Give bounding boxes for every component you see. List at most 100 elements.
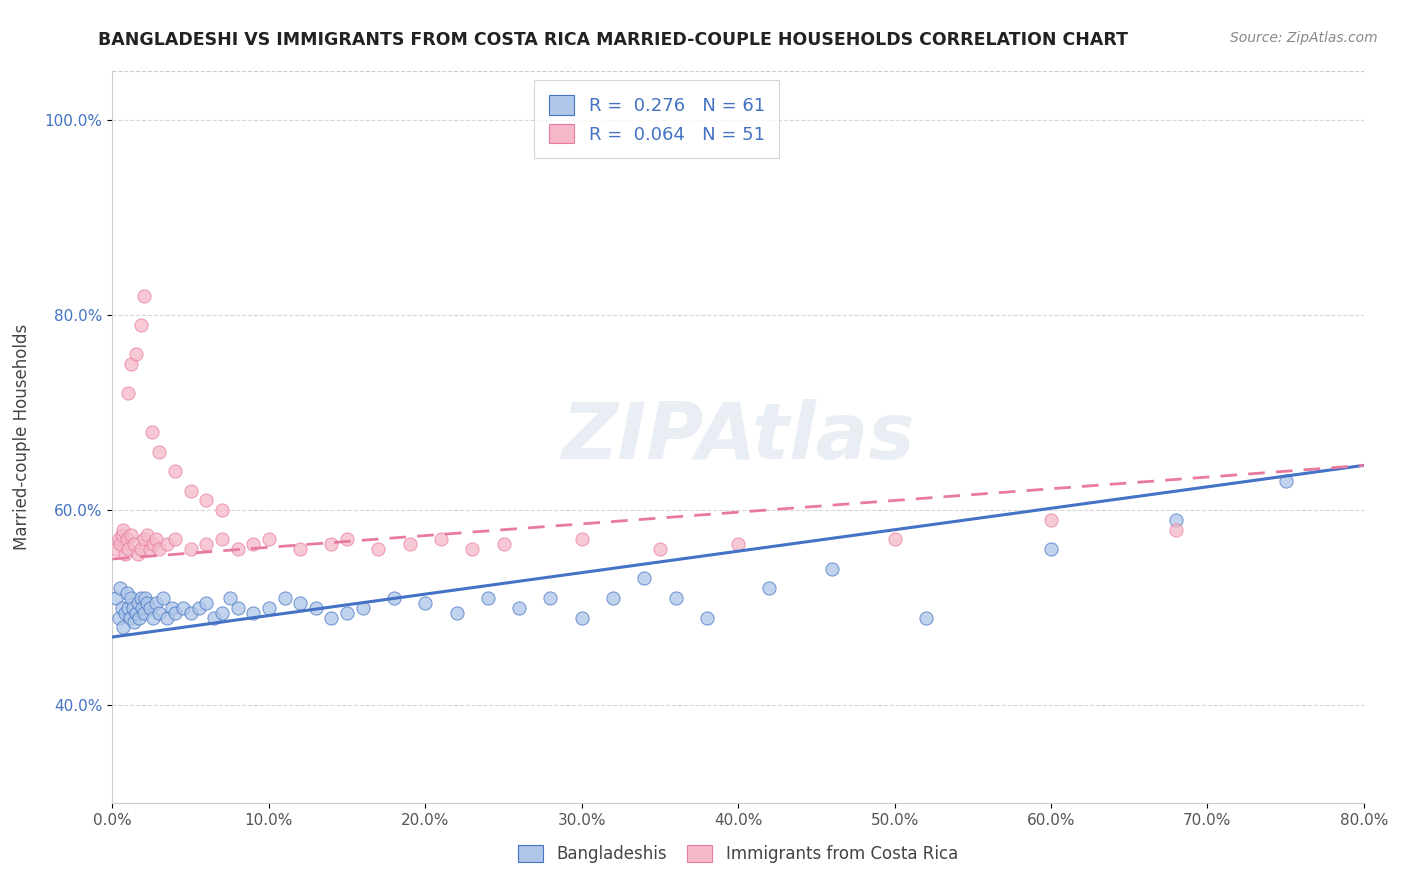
Point: [142, 537, 165, 551]
Point: [114, 547, 136, 561]
Point: [1274, 474, 1296, 488]
Point: [132, 288, 155, 302]
Y-axis label: Married-couple Households: Married-couple Households: [13, 324, 31, 550]
Point: [107, 610, 129, 624]
Point: [148, 542, 170, 557]
Point: [336, 533, 359, 547]
Point: [461, 542, 484, 557]
Point: [156, 537, 179, 551]
Point: [211, 606, 233, 620]
Point: [104, 591, 127, 605]
Point: [202, 610, 225, 624]
Text: BANGLADESHI VS IMMIGRANTS FROM COSTA RICA MARRIED-COUPLE HOUSEHOLDS CORRELATION : BANGLADESHI VS IMMIGRANTS FROM COSTA RIC…: [98, 31, 1129, 49]
Point: [492, 537, 515, 551]
Point: [321, 610, 343, 624]
Point: [226, 542, 249, 557]
Point: [127, 596, 149, 610]
Point: [139, 600, 162, 615]
Point: [131, 600, 153, 615]
Point: [111, 600, 134, 615]
Point: [540, 591, 562, 605]
Point: [152, 591, 174, 605]
Point: [142, 610, 165, 624]
Point: [117, 600, 139, 615]
Point: [115, 533, 138, 547]
Point: [110, 537, 132, 551]
Point: [129, 591, 152, 605]
Point: [141, 425, 163, 440]
Point: [124, 537, 146, 551]
Point: [117, 386, 139, 401]
Point: [148, 606, 170, 620]
Point: [195, 537, 218, 551]
Point: [758, 581, 780, 595]
Point: [218, 591, 240, 605]
Point: [163, 464, 186, 478]
Point: [134, 591, 156, 605]
Point: [290, 542, 312, 557]
Point: [120, 357, 142, 371]
Point: [112, 523, 135, 537]
Point: [382, 591, 405, 605]
Point: [135, 527, 157, 541]
Point: [508, 600, 530, 615]
Point: [127, 547, 149, 561]
Point: [1039, 542, 1063, 557]
Legend: Bangladeshis, Immigrants from Costa Rica: Bangladeshis, Immigrants from Costa Rica: [506, 833, 970, 875]
Point: [446, 606, 468, 620]
Point: [163, 606, 186, 620]
Point: [139, 542, 162, 557]
Point: [195, 596, 218, 610]
Point: [398, 537, 420, 551]
Text: Source: ZipAtlas.com: Source: ZipAtlas.com: [1230, 31, 1378, 45]
Point: [226, 600, 249, 615]
Point: [132, 533, 155, 547]
Point: [187, 600, 209, 615]
Point: [111, 527, 134, 541]
Point: [145, 533, 167, 547]
Point: [120, 591, 142, 605]
Point: [115, 586, 138, 600]
Point: [242, 606, 264, 620]
Point: [915, 610, 938, 624]
Point: [430, 533, 453, 547]
Point: [415, 596, 437, 610]
Point: [633, 572, 655, 586]
Point: [163, 533, 186, 547]
Point: [125, 347, 148, 361]
Point: [121, 600, 143, 615]
Point: [124, 615, 146, 630]
Point: [257, 533, 280, 547]
Point: [148, 444, 170, 458]
Point: [195, 493, 218, 508]
Point: [571, 610, 593, 624]
Point: [114, 606, 136, 620]
Point: [257, 600, 280, 615]
Point: [273, 591, 295, 605]
Point: [120, 527, 142, 541]
Point: [172, 600, 194, 615]
Point: [883, 533, 905, 547]
Point: [305, 600, 328, 615]
Point: [727, 537, 749, 551]
Point: [571, 533, 593, 547]
Point: [104, 542, 127, 557]
Point: [477, 591, 499, 605]
Point: [821, 562, 844, 576]
Point: [1166, 513, 1188, 527]
Point: [125, 606, 148, 620]
Point: [128, 610, 150, 624]
Point: [156, 610, 179, 624]
Point: [129, 318, 152, 332]
Point: [180, 606, 202, 620]
Point: [696, 610, 718, 624]
Point: [211, 503, 233, 517]
Point: [135, 596, 157, 610]
Point: [110, 581, 132, 595]
Point: [211, 533, 233, 547]
Text: ZIPAtlas: ZIPAtlas: [561, 399, 915, 475]
Point: [648, 542, 671, 557]
Point: [664, 591, 686, 605]
Point: [1039, 513, 1063, 527]
Point: [112, 620, 135, 634]
